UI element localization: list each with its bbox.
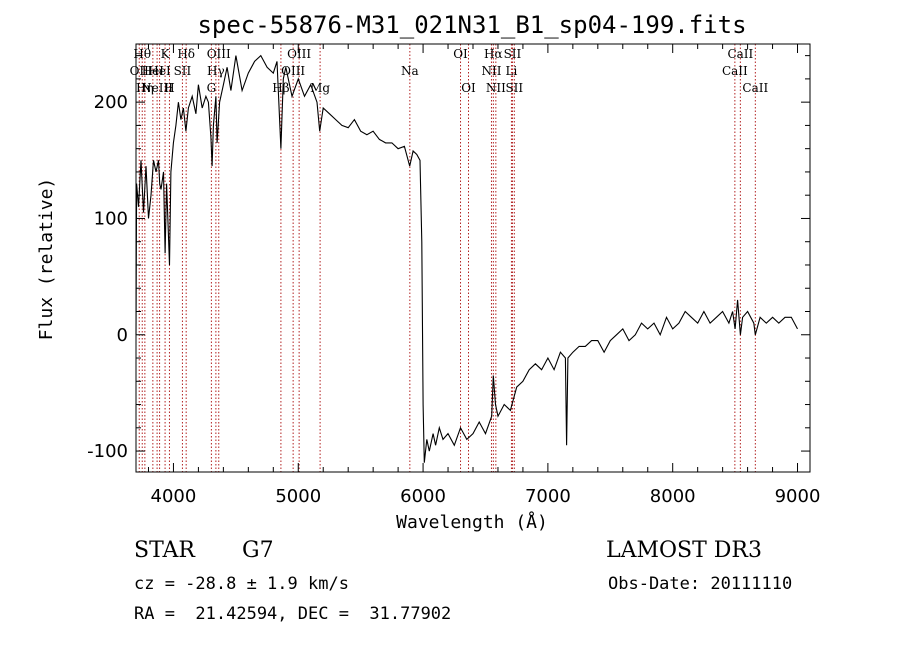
spectral-line-labels: OIIHθHηHeINeIIIHeIKHSIIHδGHγOIIIHβOIIIOI…: [130, 47, 769, 95]
spectrum-series-line: [135, 54, 798, 463]
line-label: Hγ: [207, 64, 225, 78]
line-label: OII: [130, 64, 150, 78]
line-label: SII: [504, 47, 522, 61]
line-label: Hβ: [272, 81, 289, 95]
x-axis-label: Wavelength (Å): [396, 511, 548, 533]
line-label: NII: [481, 64, 501, 78]
y-tick-label: 200: [94, 92, 128, 113]
line-label: SII: [174, 64, 192, 78]
object-subclass: G7: [242, 538, 274, 563]
x-tick-label: 6000: [400, 486, 446, 507]
y-tick-label: 100: [94, 208, 128, 229]
survey-name: LAMOST DR3: [606, 538, 762, 563]
line-label: Hθ: [133, 47, 151, 61]
line-label: Mg: [310, 81, 330, 95]
sky-coordinates: RA = 21.42594, DEC = 31.77902: [134, 604, 452, 624]
object-class: STAR: [134, 538, 195, 563]
line-label: CaII: [742, 81, 768, 95]
line-label: OI: [453, 47, 468, 61]
x-tick-label: 7000: [525, 486, 571, 507]
line-label: OIII: [287, 47, 311, 61]
line-label: Na: [401, 64, 419, 78]
line-label: CaII: [727, 47, 753, 61]
y-axis-label: Flux (relative): [36, 178, 57, 341]
x-tick-label: 4000: [151, 486, 197, 507]
line-label: H: [164, 81, 174, 95]
line-label: Hδ: [177, 47, 195, 61]
line-label: OIII: [207, 47, 231, 61]
line-label: K: [161, 47, 171, 61]
line-label: Hα: [484, 47, 503, 61]
line-label: HeI: [142, 64, 165, 78]
line-label: G: [207, 81, 217, 95]
x-tick-label: 8000: [650, 486, 696, 507]
line-label: Hη: [136, 81, 154, 95]
x-axis-ticks: 4000 5000 6000 7000 8000 9000: [147, 44, 821, 507]
line-label: OI: [461, 81, 476, 95]
line-label: NeIII: [141, 81, 173, 95]
plot-frame: [135, 43, 811, 473]
x-tick-label: 5000: [275, 486, 321, 507]
y-tick-label: -100: [87, 441, 128, 462]
line-label: NII: [486, 81, 506, 95]
spectral-line-markers: [138, 44, 756, 472]
line-label: CaII: [722, 64, 748, 78]
line-label: Li: [506, 64, 518, 78]
y-tick-label: 0: [117, 325, 128, 346]
observation-date: Obs-Date: 20111110: [608, 574, 793, 594]
line-label: HeI: [148, 64, 171, 78]
y-axis-ticks: -100 0 100 200: [87, 55, 810, 462]
chart-title: spec-55876-M31_021N31_B1_sp04-199.fits: [197, 11, 746, 39]
redshift-velocity: cz = -28.8 ± 1.9 km/s: [134, 574, 349, 594]
line-label: SII: [505, 81, 523, 95]
x-tick-label: 9000: [775, 486, 821, 507]
